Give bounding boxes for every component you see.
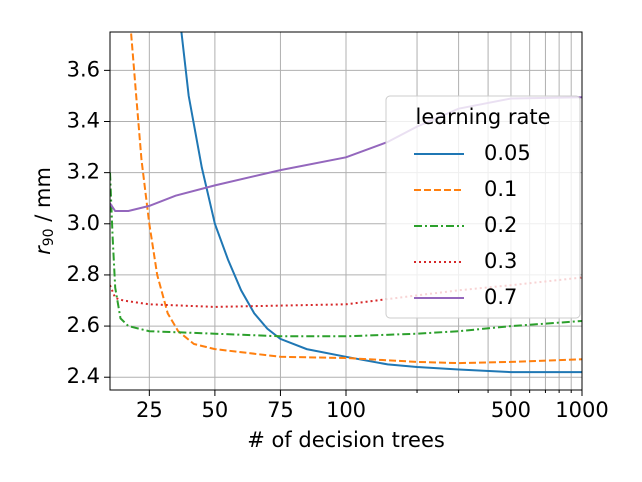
y-tick-label: 3.6 xyxy=(67,57,100,81)
x-tick-label: 500 xyxy=(491,398,531,422)
y-label-subscript: 90 xyxy=(41,228,57,246)
x-tick-label: 100 xyxy=(326,398,366,422)
legend-title: learning rate xyxy=(415,105,550,129)
y-tick-label: 3.4 xyxy=(67,109,100,133)
x-tick-label: 25 xyxy=(136,398,163,422)
y-tick-label: 3.0 xyxy=(67,211,100,235)
x-tick-label: 75 xyxy=(267,398,294,422)
legend-label: 0.7 xyxy=(484,285,517,309)
legend-label: 0.3 xyxy=(484,249,517,273)
series-line xyxy=(129,32,582,365)
y-tick-label: 2.8 xyxy=(67,262,100,286)
series-line xyxy=(180,32,582,374)
legend-label: 0.2 xyxy=(484,213,517,237)
x-axis-label: # of decision trees xyxy=(247,428,445,452)
legend-label: 0.05 xyxy=(484,141,531,165)
legend: learning rate 0.05 0.1 0.2 0.3 0.7 xyxy=(385,95,581,319)
series-line xyxy=(110,172,582,338)
y-tick-label: 2.4 xyxy=(67,364,100,388)
y-label-symbol: r xyxy=(31,245,55,255)
x-tick-label: 1000 xyxy=(555,398,608,422)
legend-box xyxy=(385,95,581,319)
legend-label: 0.1 xyxy=(484,177,517,201)
y-axis-label: r90 / mm xyxy=(31,167,57,255)
x-tick-label: 50 xyxy=(202,398,229,422)
y-tick-label: 2.6 xyxy=(67,313,100,337)
ticks: 2.4 2.6 2.8 3.0 3.2 3.4 3.6 25 50 75 100 500 1000 xyxy=(67,57,609,422)
y-tick-label: 3.2 xyxy=(67,160,100,184)
y-label-unit: / mm xyxy=(31,167,55,228)
